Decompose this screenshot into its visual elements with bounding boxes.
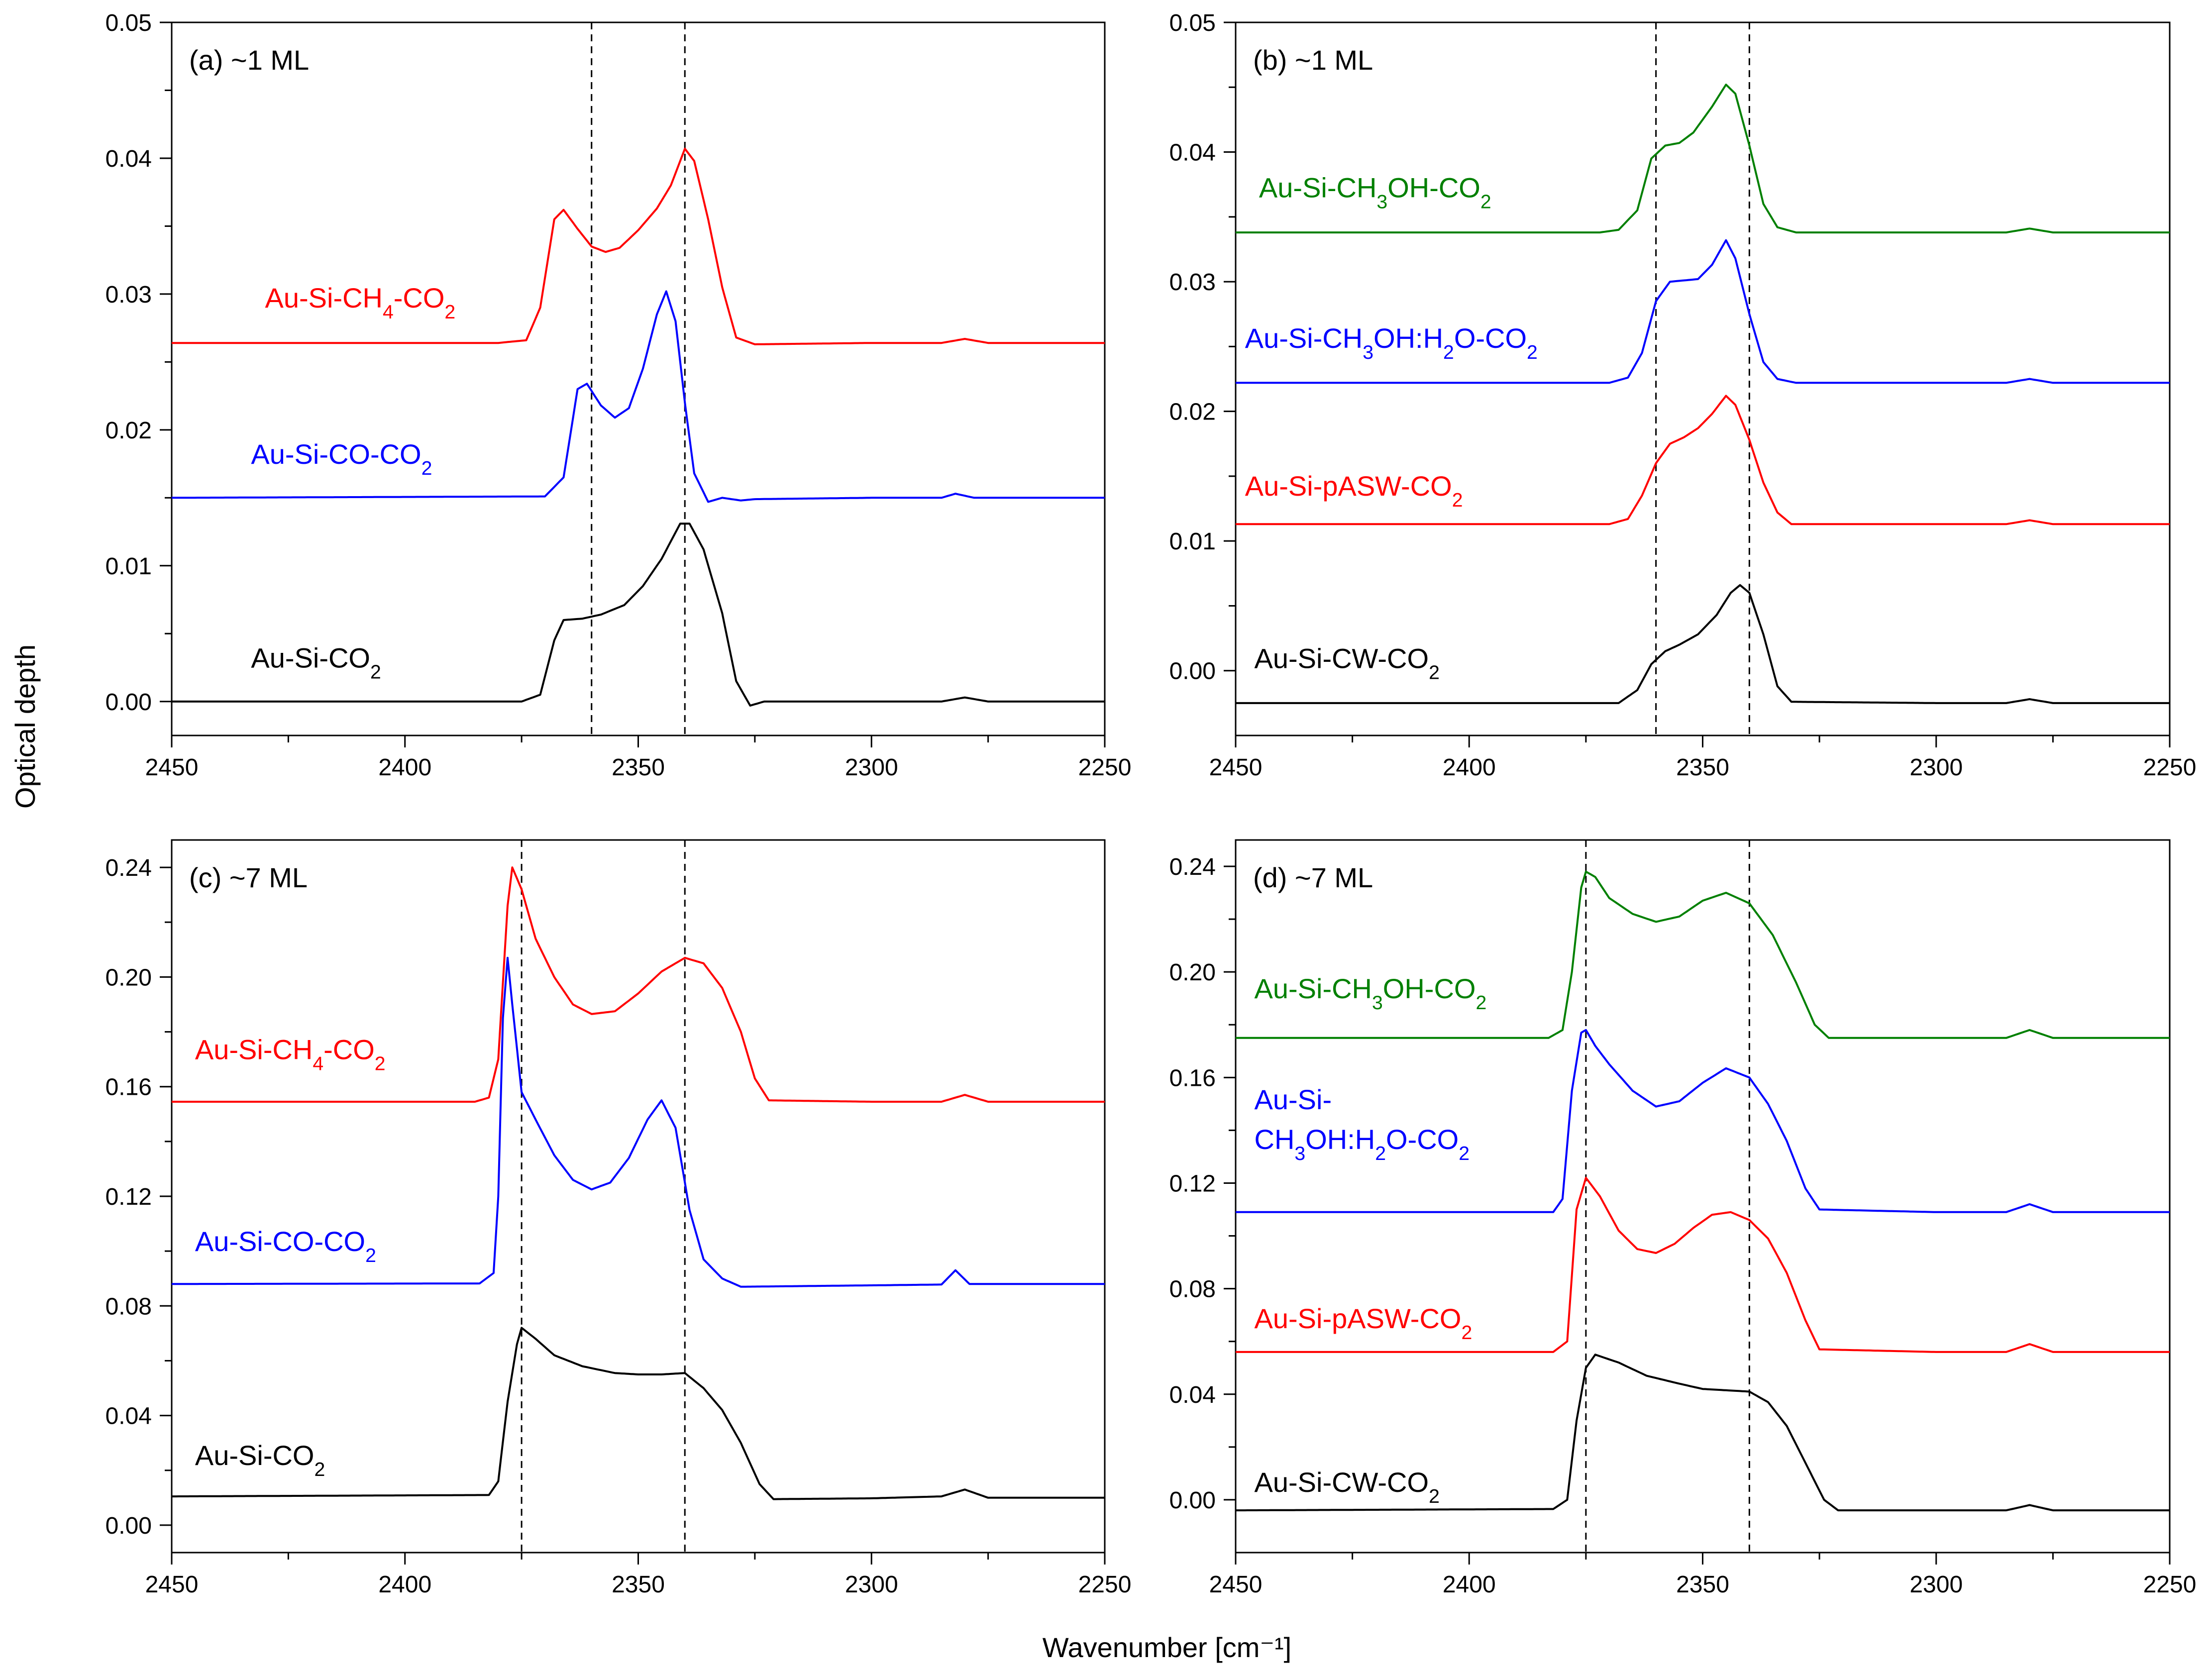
panel-label: (d) ~7 ML: [1253, 862, 1373, 893]
x-tick-label: 2400: [1443, 754, 1496, 781]
x-tick-label: 2250: [1078, 1571, 1132, 1598]
series-line: [1236, 1354, 2170, 1512]
series-label: Au-Si-CH3OH:H2O-CO2: [1245, 322, 1538, 363]
y-tick-label: 0.20: [1169, 959, 1216, 986]
series-label-line2: CH3OH:H2O-CO2: [1255, 1124, 1470, 1164]
x-axis-title: Wavenumber [cm⁻¹]: [1043, 1632, 1291, 1663]
series-label: Au-Si-: [1255, 1084, 1332, 1115]
x-tick-label: 2300: [845, 754, 898, 781]
series-line: [1236, 1029, 2170, 1213]
y-tick-label: 0.12: [105, 1184, 152, 1210]
panel-c: 2450 2400 2350 2300 2250 0.00 0.04 0.08 0.12 0.16…: [105, 839, 1132, 1598]
y-tick-label: 0.00: [105, 1513, 152, 1539]
series-label: Au-Si-CO2: [195, 1440, 325, 1480]
y-tick-label: 0.04: [1169, 140, 1216, 166]
panel-label: (c) ~7 ML: [189, 862, 308, 893]
x-tick-label: 2250: [2143, 754, 2197, 781]
y-tick-label: 0.16: [105, 1074, 152, 1101]
x-tick-label: 2400: [1443, 1571, 1496, 1598]
series-label: Au-Si-CW-CO2: [1255, 643, 1440, 684]
series-label: Au-Si-CO2: [251, 642, 381, 683]
y-tick-label: 0.04: [105, 1403, 152, 1430]
x-tick-label: 2400: [378, 1571, 431, 1598]
series-line: [172, 866, 1105, 1103]
series-line: [172, 1327, 1105, 1500]
series-line: [172, 290, 1105, 503]
x-tick-label: 2450: [145, 1571, 199, 1598]
x-tick-label: 2400: [378, 754, 431, 781]
x-tick-label: 2450: [145, 754, 199, 781]
series-line: [1236, 239, 2170, 384]
y-tick-label: 0.03: [105, 282, 152, 308]
y-tick-label: 0.02: [1169, 399, 1216, 425]
panel-label: (a) ~1 ML: [189, 44, 309, 76]
y-tick-label: 0.00: [1169, 1487, 1216, 1514]
panel-b: 2450 2400 2350 2300 2250 0.00 0.01 0.02 0.03 0.04…: [1169, 10, 2197, 781]
y-tick-label: 0.01: [1169, 528, 1216, 555]
series-line: [1236, 870, 2170, 1039]
series-label: Au-Si-CH4-CO2: [195, 1034, 386, 1075]
x-tick-label: 2350: [1676, 1571, 1729, 1598]
y-tick-label: 0.05: [105, 10, 152, 36]
series-line: [172, 147, 1105, 345]
y-tick-label: 0.05: [1169, 10, 1216, 36]
y-tick-label: 0.04: [1169, 1382, 1216, 1408]
y-tick-label: 0.04: [105, 146, 152, 172]
series-label: Au-Si-CH3OH-CO2: [1259, 172, 1491, 213]
series-label: Au-Si-pASW-CO2: [1245, 470, 1463, 511]
series-label: Au-Si-CO-CO2: [251, 438, 432, 479]
series-label: Au-Si-CW-CO2: [1255, 1466, 1440, 1507]
y-tick-label: 0.16: [1169, 1065, 1216, 1091]
series-line: [172, 956, 1105, 1288]
y-tick-label: 0.00: [1169, 658, 1216, 685]
y-tick-label: 0.08: [105, 1293, 152, 1320]
series-label: Au-Si-CO-CO2: [195, 1226, 376, 1266]
panel-d: 2450 2400 2350 2300 2250 0.00 0.04 0.08 0.12 0.16…: [1169, 839, 2197, 1598]
x-tick-label: 2300: [845, 1571, 898, 1598]
panel-a: 2450 2400 2350 2300 2250 0.00 0.01 0.02 0.03 0.04…: [105, 10, 1132, 781]
series-label: Au-Si-CH3OH-CO2: [1255, 973, 1487, 1014]
x-tick-label: 2300: [1909, 754, 1963, 781]
series-line: [1236, 1176, 2170, 1353]
y-tick-label: 0.12: [1169, 1170, 1216, 1197]
y-tick-label: 0.01: [105, 553, 152, 580]
x-tick-label: 2450: [1209, 754, 1263, 781]
x-tick-label: 2350: [1676, 754, 1729, 781]
x-tick-label: 2250: [2143, 1571, 2197, 1598]
series-line: [1236, 84, 2170, 234]
plot-frame: [1235, 839, 2171, 1554]
y-tick-label: 0.02: [105, 418, 152, 444]
x-tick-label: 2300: [1909, 1571, 1963, 1598]
y-tick-label: 0.08: [1169, 1276, 1216, 1303]
series-label: Au-Si-CH4-CO2: [265, 282, 456, 323]
panel-label: (b) ~1 ML: [1253, 44, 1373, 76]
y-tick-label: 0.00: [105, 689, 152, 716]
series-line: [1236, 395, 2170, 525]
x-tick-label: 2450: [1209, 1571, 1263, 1598]
y-tick-label: 0.03: [1169, 269, 1216, 296]
x-tick-label: 2350: [612, 1571, 665, 1598]
y-tick-label: 0.24: [105, 855, 152, 881]
series-line: [1236, 584, 2170, 704]
y-axis-title: Optical depth: [9, 644, 41, 809]
y-tick-label: 0.24: [1169, 854, 1216, 880]
x-tick-label: 2350: [612, 754, 665, 781]
x-tick-label: 2250: [1078, 754, 1132, 781]
panels: 2450 2400 2350 2300 2250 0.00 0.01 0.02 0.03 0.04…: [105, 10, 2197, 1598]
series-line: [172, 523, 1105, 707]
series-label: Au-Si-pASW-CO2: [1255, 1303, 1473, 1344]
y-tick-label: 0.20: [105, 964, 152, 991]
